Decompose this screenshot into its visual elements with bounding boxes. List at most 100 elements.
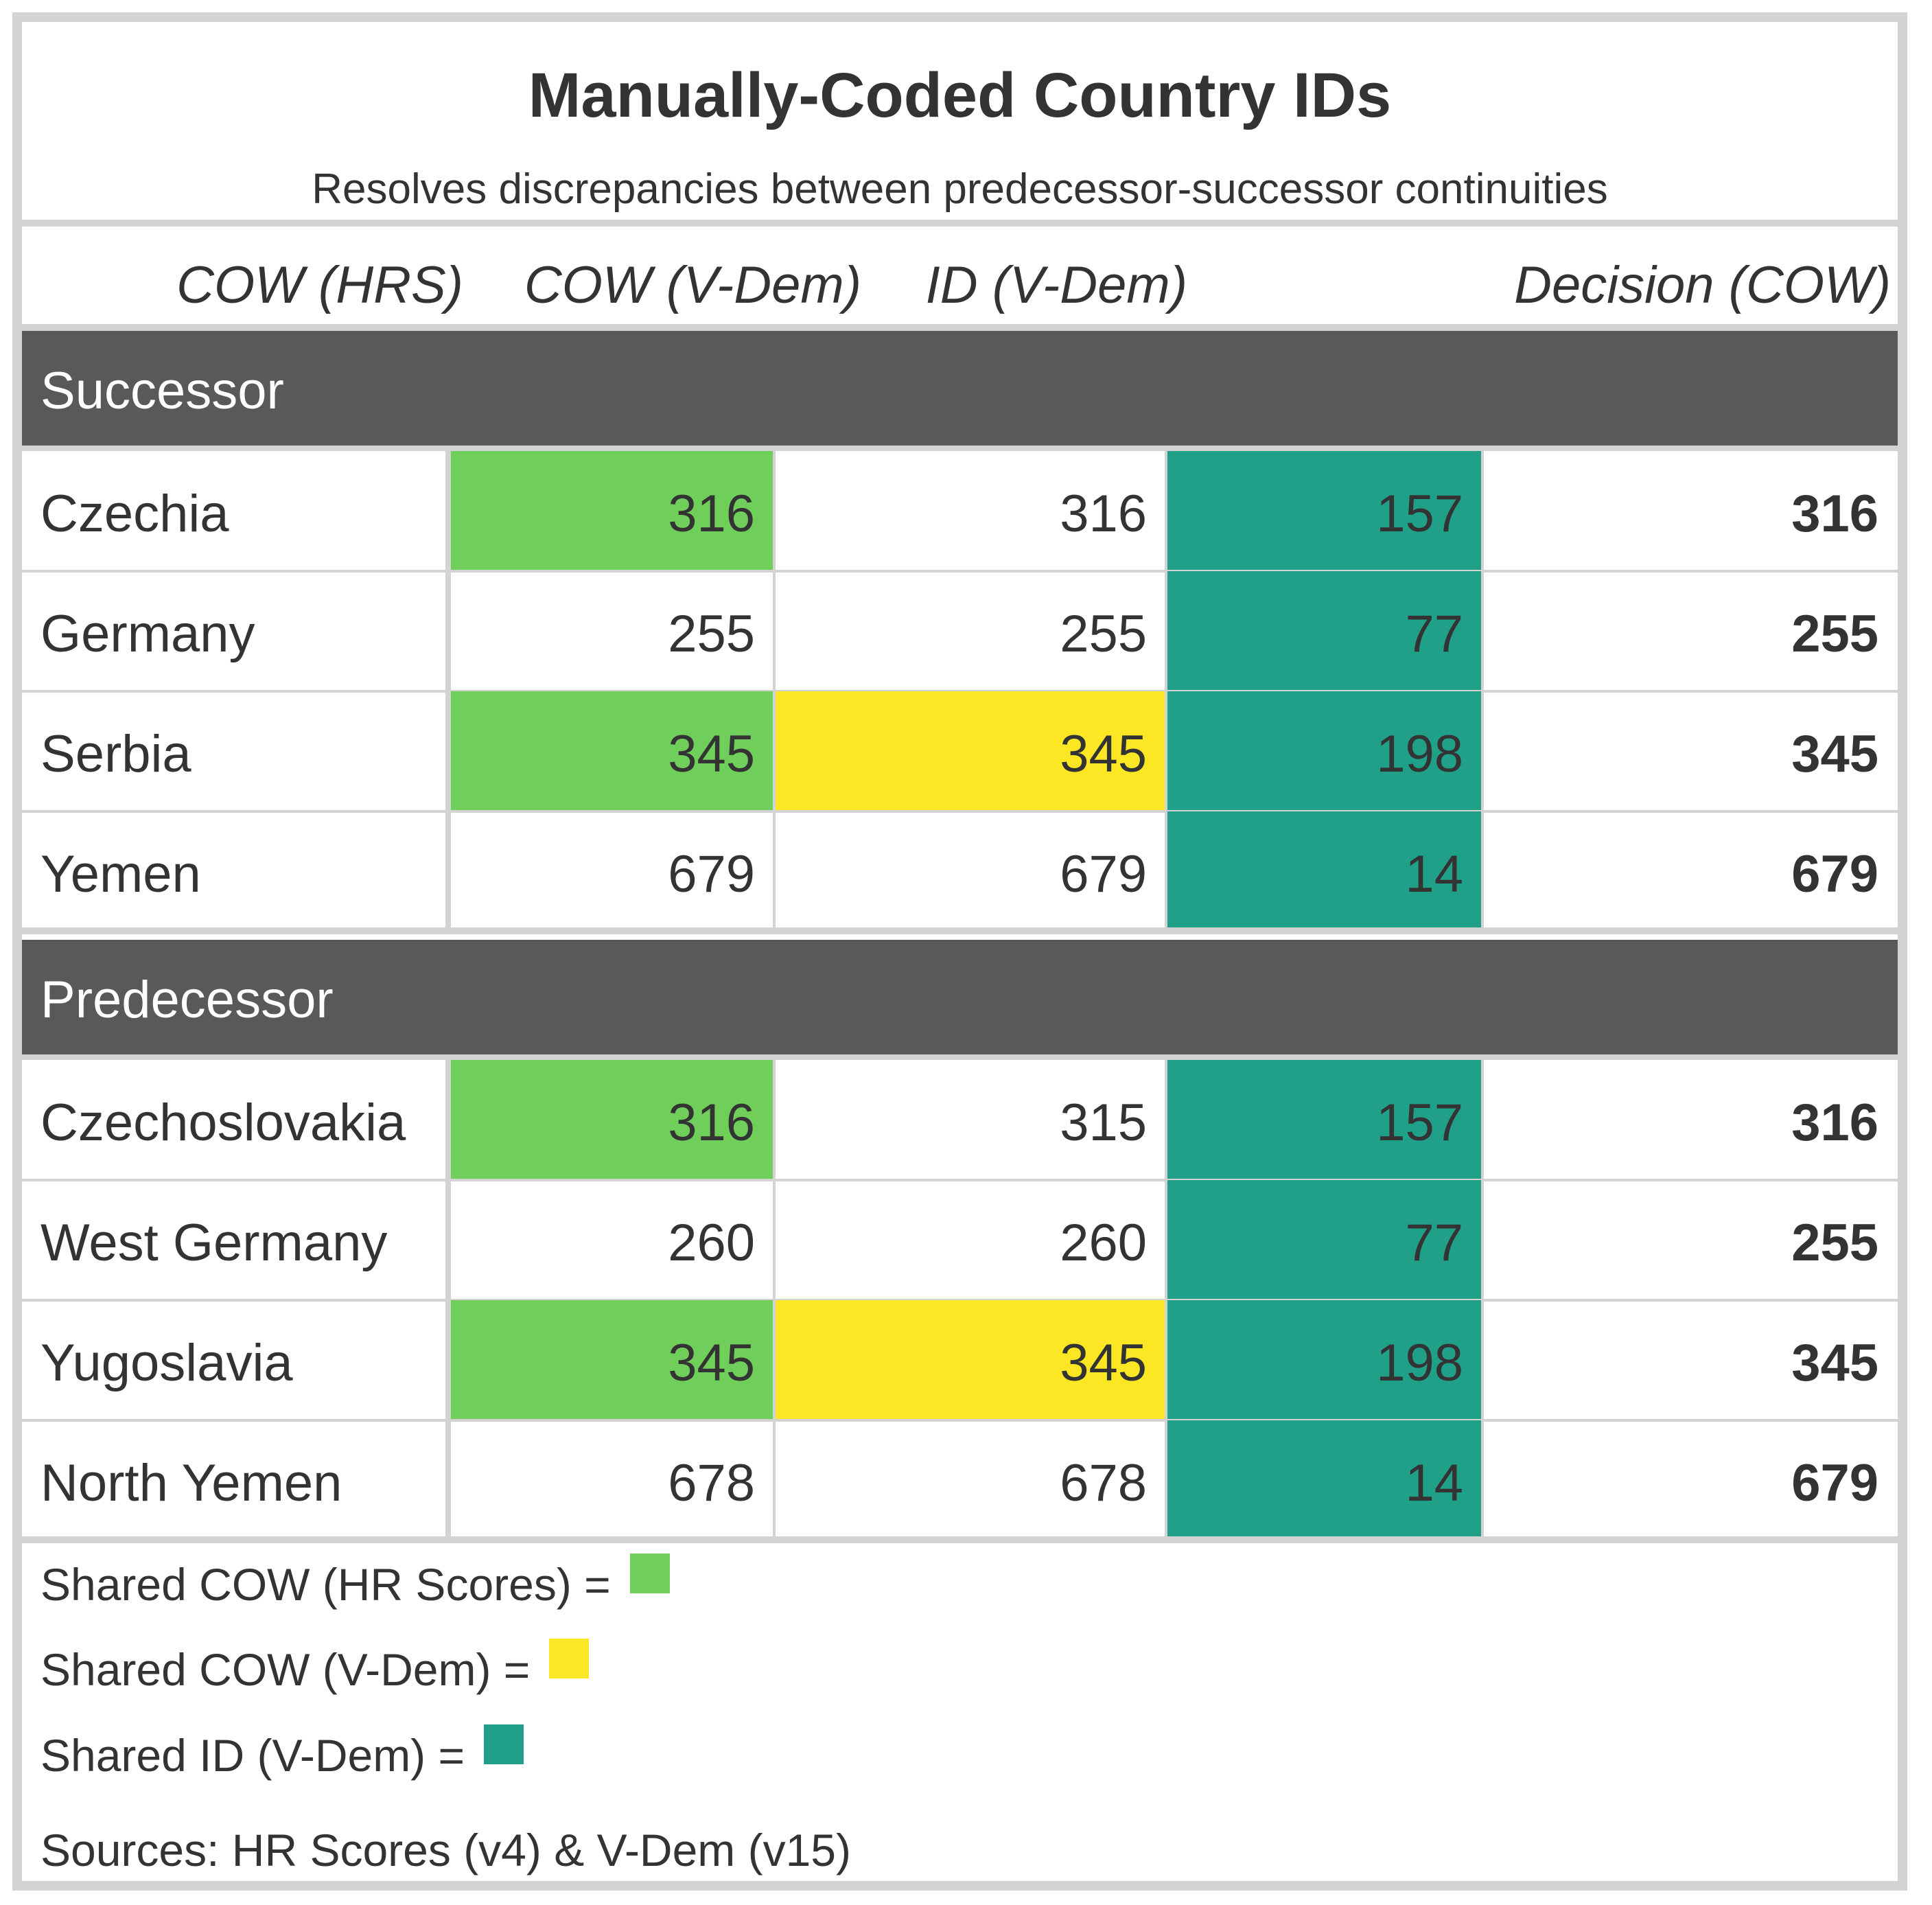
grid-vline — [445, 451, 451, 571]
group-header: Predecessor — [22, 940, 1898, 1054]
grid-hline — [22, 1179, 1898, 1181]
grid-hline — [22, 810, 1898, 813]
cell-cow-vdem: 315 — [1060, 1094, 1147, 1152]
grid-vline — [1481, 1060, 1484, 1180]
table-row: Serbia 345 345 198 345 — [22, 691, 1898, 811]
grid-vline — [1165, 811, 1167, 932]
row-label: Czechoslovakia — [40, 1094, 406, 1152]
grid-vline — [1481, 1180, 1484, 1300]
divider — [22, 446, 1898, 451]
legend-swatch — [549, 1638, 590, 1678]
grid-vline — [445, 1060, 451, 1180]
cell-id-vdem: 14 — [1166, 811, 1482, 932]
legend-label: Shared COW (HR Scores) = — [40, 1559, 611, 1610]
cell-decision: 255 — [1791, 605, 1878, 663]
divider — [22, 220, 1898, 227]
table-frame: Manually-Coded Country IDs Resolves disc… — [12, 12, 1907, 1891]
cell-cow-vdem: 316 — [1060, 485, 1147, 543]
row-label: Czechia — [40, 485, 229, 543]
cell-decision: 345 — [1791, 725, 1878, 783]
table-row: Germany 255 255 77 255 — [22, 571, 1898, 691]
cell-decision: 345 — [1791, 1334, 1878, 1392]
grid-vline — [773, 691, 776, 811]
grid-vline — [445, 1300, 451, 1420]
grid-vline — [445, 1180, 451, 1300]
cell-cow-hrs: 260 — [668, 1214, 755, 1272]
grid-vline — [773, 1420, 776, 1540]
grid-vline — [445, 1420, 451, 1540]
grid-vline — [445, 811, 451, 932]
cell-cow-vdem: 345 — [774, 691, 1166, 811]
divider — [22, 1054, 1898, 1060]
grid-vline — [1165, 1420, 1167, 1540]
row-label: West Germany — [40, 1214, 388, 1272]
cell-id-vdem: 14 — [1166, 1420, 1482, 1540]
grid-vline — [445, 571, 451, 691]
table-row: Czechoslovakia 316 315 157 316 — [22, 1060, 1898, 1180]
table-row: Yemen 679 679 14 679 — [22, 811, 1898, 932]
group-header-label: Predecessor — [40, 971, 334, 1029]
column-header-decision: Decision (COW) — [1514, 256, 1891, 314]
grid-vline — [1481, 811, 1484, 932]
row-label: North Yemen — [40, 1454, 342, 1512]
row-label: Serbia — [40, 725, 191, 783]
legend-swatch — [484, 1724, 524, 1764]
cell-cow-vdem: 678 — [1060, 1454, 1147, 1512]
grid-vline — [773, 1060, 776, 1180]
cell-decision: 679 — [1791, 1454, 1878, 1512]
legend-item: Shared COW (HR Scores) = — [40, 1553, 670, 1610]
table-row: Czechia 316 316 157 316 — [22, 451, 1898, 571]
grid-vline — [773, 571, 776, 691]
table-row: North Yemen 678 678 14 679 — [22, 1420, 1898, 1540]
legend-label: Shared COW (V-Dem) = — [40, 1644, 531, 1695]
grid-hline — [22, 570, 1898, 573]
cell-id-vdem: 77 — [1166, 571, 1482, 691]
cell-cow-hrs: 345 — [449, 1300, 774, 1420]
grid-vline — [773, 1300, 776, 1420]
cell-decision: 316 — [1791, 485, 1878, 543]
grid-vline — [1165, 1060, 1167, 1180]
cell-cow-hrs: 255 — [668, 605, 755, 663]
grid-vline — [1481, 571, 1484, 691]
grid-vline — [1165, 1180, 1167, 1300]
legend-label: Shared ID (V-Dem) = — [40, 1730, 465, 1781]
column-header-id-vdem: ID (V-Dem) — [925, 256, 1187, 314]
legend-item: Shared ID (V-Dem) = — [40, 1724, 524, 1781]
cell-id-vdem: 77 — [1166, 1180, 1482, 1300]
grid-vline — [773, 451, 776, 571]
grid-hline — [22, 1536, 1898, 1543]
grid-vline — [1481, 691, 1484, 811]
cell-decision: 316 — [1791, 1094, 1878, 1152]
column-header-cow-hrs: COW (HRS) — [176, 256, 463, 314]
row-label: Yemen — [40, 845, 201, 903]
grid-vline — [1165, 1300, 1167, 1420]
column-header-cow-vdem: COW (V-Dem) — [524, 256, 861, 314]
table-subtitle: Resolves discrepancies between predecess… — [312, 165, 1608, 213]
grid-vline — [1165, 691, 1167, 811]
divider — [22, 324, 1898, 331]
grid-vline — [773, 811, 776, 932]
cell-id-vdem: 157 — [1166, 451, 1482, 571]
grid-vline — [1165, 451, 1167, 571]
cell-id-vdem: 157 — [1166, 1060, 1482, 1180]
cell-cow-hrs: 679 — [668, 845, 755, 903]
cell-cow-hrs: 345 — [449, 691, 774, 811]
row-label: Germany — [40, 605, 255, 663]
table-row: West Germany 260 260 77 255 — [22, 1180, 1898, 1300]
table-row: Yugoslavia 345 345 198 345 — [22, 1300, 1898, 1420]
grid-vline — [445, 691, 451, 811]
cell-cow-vdem: 260 — [1060, 1214, 1147, 1272]
cell-id-vdem: 198 — [1166, 691, 1482, 811]
cell-cow-vdem: 679 — [1060, 845, 1147, 903]
grid-hline — [22, 1419, 1898, 1422]
group-header-label: Successor — [40, 362, 284, 420]
group-header: Successor — [22, 331, 1898, 446]
cell-decision: 255 — [1791, 1214, 1878, 1272]
table-title: Manually-Coded Country IDs — [528, 60, 1392, 130]
cell-cow-vdem: 255 — [1060, 605, 1147, 663]
grid-hline — [22, 927, 1898, 934]
grid-vline — [1481, 451, 1484, 571]
grid-vline — [1481, 1420, 1484, 1540]
grid-vline — [1165, 571, 1167, 691]
cell-cow-hrs: 316 — [449, 451, 774, 571]
